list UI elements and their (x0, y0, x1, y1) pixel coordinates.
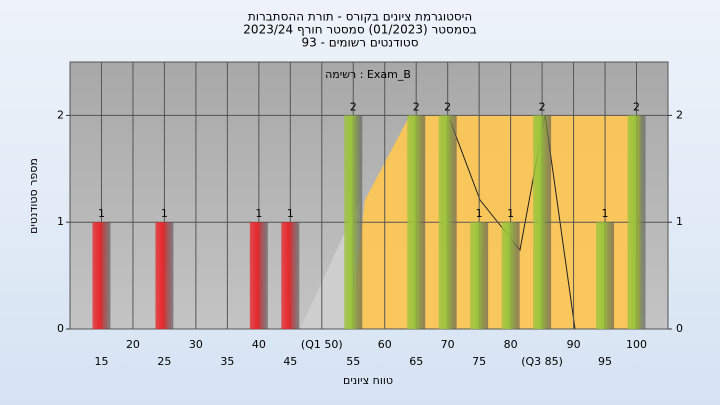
x-tick-label: 55 (346, 355, 360, 368)
bar (533, 115, 552, 330)
bar (438, 115, 457, 330)
y-tick-label: 0 (57, 322, 64, 335)
value-label: 2 (350, 100, 357, 113)
value-label: 2 (539, 100, 546, 113)
y-tick-label: 2 (57, 108, 64, 121)
x-tick-label: 80 (504, 338, 518, 351)
x-tick-label: 75 (472, 355, 486, 368)
x-tick-label: 60 (378, 338, 392, 351)
value-label: 2 (633, 100, 640, 113)
trend-line (449, 114, 576, 330)
x-tick-label: (Q3 85) (521, 355, 563, 368)
bar (92, 222, 111, 329)
value-label: 2 (444, 100, 451, 113)
x-tick-label: 20 (126, 338, 140, 351)
value-label: 2 (413, 100, 420, 113)
y-tick-label: 1 (57, 215, 64, 228)
value-label: 1 (507, 207, 514, 220)
y2-tick-label: 1 (676, 215, 683, 228)
x-tick-label: 45 (283, 355, 297, 368)
x-tick-label: 95 (598, 355, 612, 368)
x-tick-label: 35 (220, 355, 234, 368)
x-tick-label: (Q1 50) (301, 338, 343, 351)
x-tick-label: 30 (189, 338, 203, 351)
title-line: סטודנטים רשומים - 93 (301, 36, 418, 50)
bar (249, 222, 268, 329)
value-label: 1 (602, 207, 609, 220)
bar (501, 222, 520, 329)
x-tick-label: 65 (409, 355, 423, 368)
title-line: היסטוגרמת ציונים בקורס - תורת ההסתברות (248, 10, 472, 24)
annotation: רשימה : Exam_B (325, 68, 411, 81)
title-line: בסמסטר (01/2023) סמסטר חורף 2023/24 (243, 23, 476, 37)
y2-tick-label: 0 (676, 322, 683, 335)
bar (281, 222, 300, 329)
bars: 1 1 1 1 2 2 2 1 1 2 1 2 (92, 100, 646, 330)
x-tick-label: 70 (441, 338, 455, 351)
x-tick-label: 100 (626, 338, 647, 351)
bar (596, 222, 615, 329)
bar (407, 115, 426, 330)
value-label: 1 (161, 207, 168, 220)
value-label: 1 (476, 207, 483, 220)
x-tick-label: 40 (252, 338, 266, 351)
bar (627, 115, 646, 330)
value-label: 1 (255, 207, 262, 220)
x-tick-label: 25 (157, 355, 171, 368)
y2-tick-label: 2 (676, 108, 683, 121)
x-tick-label: 90 (567, 338, 581, 351)
bar (155, 222, 174, 329)
value-label: 1 (98, 207, 105, 220)
y-axis-label: מספר סטודנטים (27, 158, 40, 234)
bar (344, 115, 363, 330)
value-label: 1 (287, 207, 294, 220)
x-axis-label: טווח ציונים (343, 374, 393, 387)
bar (470, 222, 489, 329)
x-tick-label: 15 (94, 355, 108, 368)
